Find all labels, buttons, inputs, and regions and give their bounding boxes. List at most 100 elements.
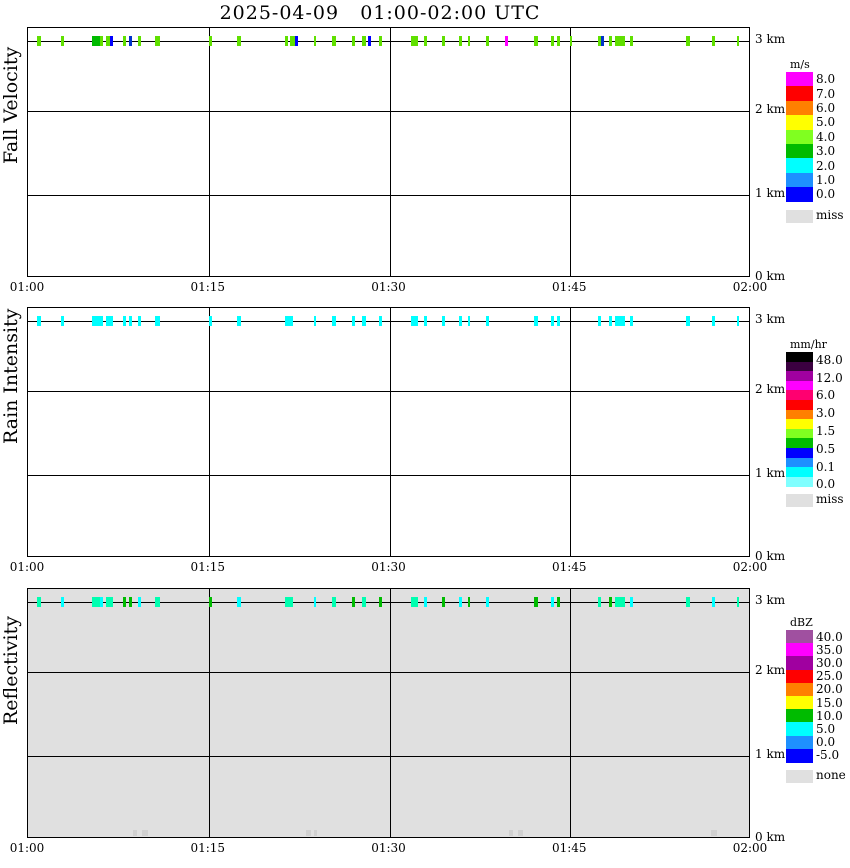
colorbar-band (786, 380, 813, 391)
colorbar-tick-label: 1.0 (816, 173, 836, 187)
data-mark (36, 36, 41, 46)
data-mark (609, 316, 613, 326)
colorbar-band (786, 187, 813, 203)
page-title: 2025-04-09 01:00-02:00 UTC (219, 2, 541, 24)
panel-label-rain-intensity: Rain Intensity (0, 308, 22, 444)
data-mark (351, 597, 355, 607)
colorbar-band (786, 390, 813, 401)
colorbar-tick-label: 30.0 (816, 656, 843, 670)
y-tick (28, 602, 35, 603)
data-mark (100, 597, 104, 607)
y-tick (28, 41, 35, 42)
colorbar-tick-label: 0.1 (816, 459, 836, 474)
colorbar-band (786, 371, 813, 382)
colorbar-band (786, 428, 813, 439)
colorbar-tick-label: 1.5 (816, 423, 836, 438)
data-mark (284, 36, 289, 46)
data-mark (486, 36, 490, 46)
y-tick (28, 474, 35, 476)
y-axis-label: 2 km (755, 382, 786, 397)
data-mark (155, 316, 160, 326)
x-axis-label: 01:15 (190, 841, 226, 855)
colorbar-band (786, 115, 813, 131)
panel-rain-intensity (27, 307, 750, 557)
data-mark (556, 597, 561, 607)
data-mark (597, 36, 602, 46)
plot-frame (27, 588, 750, 838)
data-mark-low (132, 830, 138, 836)
data-mark (411, 597, 418, 607)
data-mark (362, 36, 367, 46)
y-tick (28, 391, 35, 393)
data-mark (362, 316, 367, 326)
x-axis-label: 01:15 (190, 560, 226, 574)
colorbar-band (786, 72, 813, 87)
panel-label-fall-velocity: Fall Velocity (0, 46, 22, 164)
plot-frame (27, 27, 750, 277)
x-axis-label: 01:00 (9, 280, 45, 294)
y-axis-label: 3 km (755, 32, 786, 46)
data-mark (351, 316, 355, 326)
data-mark (711, 36, 715, 46)
data-mark-low (508, 830, 514, 836)
colorbar-band (786, 735, 813, 750)
data-mark-low (518, 830, 523, 836)
colorbar-band (786, 86, 813, 102)
data-mark (609, 36, 613, 46)
colorbar-band (786, 467, 813, 478)
data-mark (129, 36, 133, 46)
gridline-horizontal (28, 111, 749, 113)
colorbar-tick-label: 7.0 (816, 86, 836, 101)
colorbar-tick-label: 0.0 (816, 735, 836, 750)
data-mark (458, 36, 462, 46)
colorbar-unit-label: dBZ (790, 616, 813, 629)
gridline-vertical (208, 308, 210, 556)
colorbar-missing-label: none (816, 768, 846, 782)
x-axis-label: 02:00 (732, 280, 768, 294)
y-tick (28, 672, 35, 674)
colorbar-band (786, 352, 813, 363)
plot-frame (27, 307, 750, 557)
gridline-vertical (389, 308, 391, 556)
data-mark (129, 316, 133, 326)
colorbar-band (786, 748, 813, 763)
colorbar-tick-label: 20.0 (816, 682, 843, 697)
x-axis-label: 01:00 (9, 560, 45, 574)
data-mark (411, 36, 418, 46)
colorbar-tick-label: -5.0 (816, 748, 840, 763)
data-mark (367, 36, 371, 46)
gridline-vertical (208, 28, 210, 276)
data-mark-low (306, 830, 311, 836)
colorbar-tick-label: 6.0 (816, 388, 836, 403)
colorbar-tick-label: 0.0 (816, 187, 836, 202)
colorbar-tick-label: 40.0 (816, 629, 843, 644)
data-mark (467, 36, 471, 46)
panel-label-reflectivity: Reflectivity (0, 616, 22, 725)
data-mark (110, 36, 114, 46)
colorbar-tick-label: 0.0 (816, 477, 836, 492)
y-axis-label: 1 km (755, 185, 786, 200)
colorbar-tick-label: 5.0 (816, 722, 836, 736)
colorbar-band (786, 158, 813, 174)
colorbar-band (786, 419, 813, 430)
colorbar-band (786, 643, 813, 657)
y-axis-label: 0 km (755, 269, 786, 283)
data-mark (467, 316, 471, 326)
data-mark (91, 597, 100, 607)
gridline-horizontal (28, 391, 749, 393)
colorbar-tick-label: 48.0 (816, 352, 843, 367)
y-tick (28, 321, 35, 322)
gridline-horizontal (28, 194, 749, 196)
gridline-vertical (208, 589, 210, 837)
baseline-3km (28, 41, 749, 42)
colorbar-band (786, 476, 813, 487)
colorbar-tick-label: 3.0 (816, 406, 836, 421)
data-mark (155, 36, 160, 46)
colorbar-band (786, 722, 813, 737)
colorbar-band (786, 100, 813, 116)
colorbar-tick-label: 6.0 (816, 101, 836, 115)
y-tick (28, 194, 35, 196)
colorbar-band (786, 448, 813, 459)
data-mark (122, 597, 126, 607)
